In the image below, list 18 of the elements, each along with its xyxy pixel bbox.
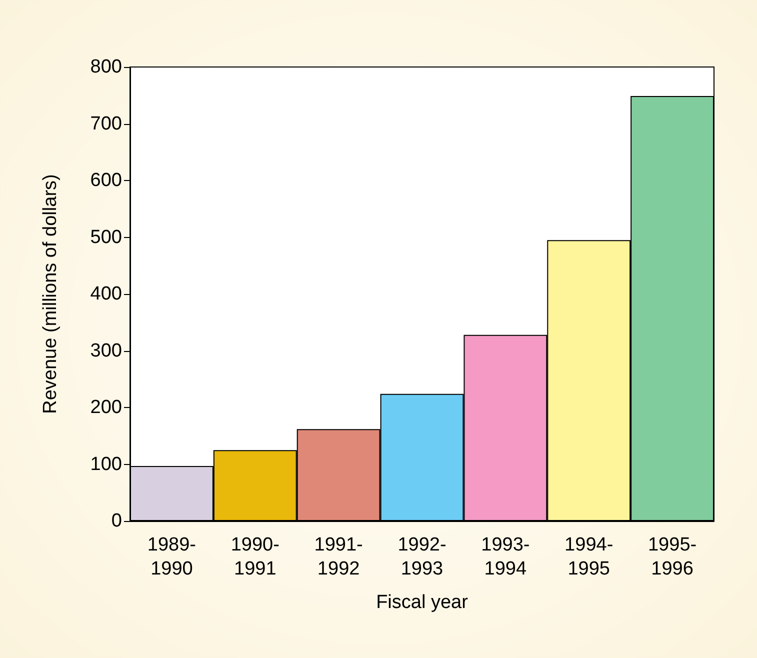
y-tick-label: 800 (90, 56, 122, 78)
x-tick-label: 1991-1992 (314, 534, 363, 580)
y-tick-label: 400 (90, 284, 122, 304)
y-axis-title: Revenue (millions of dollars) (40, 174, 61, 414)
y-tick-label: 300 (90, 340, 122, 362)
y-tick-label: 700 (90, 113, 122, 134)
x-tick-label: 1995-1996 (648, 534, 697, 580)
x-tick-label: 1992-1993 (398, 534, 446, 580)
x-tick-label: 1994-1995 (564, 534, 614, 580)
y-tick-label: 500 (90, 226, 122, 248)
y-tick-label: 0 (111, 510, 122, 532)
y-tick-label: 600 (90, 170, 122, 191)
x-tick-label: 1989-1990 (147, 534, 196, 580)
x-axis-title: Fiscal year (376, 592, 469, 613)
x-tick-label: 1990-1991 (230, 534, 280, 580)
x-tick-label: 1993-1994 (481, 534, 530, 580)
y-tick-label: 100 (90, 454, 122, 475)
y-tick-label: 200 (90, 397, 122, 418)
